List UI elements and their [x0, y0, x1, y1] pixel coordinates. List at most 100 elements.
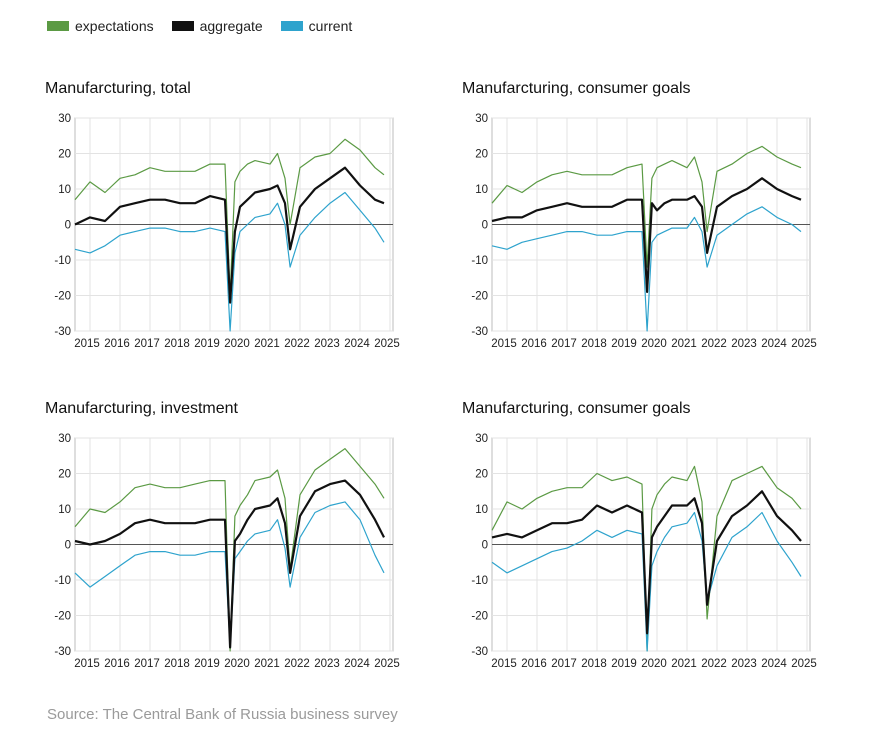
x-tick-label: 2018 — [164, 338, 190, 350]
legend-swatch-current — [280, 21, 303, 31]
y-tick-label: -30 — [54, 646, 71, 658]
x-tick-label: 2016 — [521, 658, 547, 670]
x-tick-label: 2023 — [731, 338, 757, 350]
y-tick-label: -20 — [54, 611, 71, 623]
y-tick-label: -30 — [471, 326, 488, 338]
y-tick-label: 20 — [58, 469, 71, 481]
y-tick-label: 10 — [475, 184, 488, 196]
chart-svg-total: 2015 2016 2017 2018 2019 2020 2021 2022 2023 2024… — [54, 113, 400, 350]
x-tick-label: 2022 — [701, 338, 727, 350]
x-tick-label: 2015 — [491, 338, 517, 350]
x-tick-label: 2021 — [671, 658, 697, 670]
y-tick-label: 0 — [482, 540, 488, 552]
y-tick-label: 0 — [482, 220, 488, 232]
x-tick-label: 2023 — [314, 658, 340, 670]
x-tick-label: 2024 — [761, 338, 787, 350]
legend-label-current: current — [308, 18, 353, 34]
y-tick-label: 20 — [475, 469, 488, 481]
y-tick-label: 0 — [65, 540, 71, 552]
legend-swatch-aggregate — [171, 21, 194, 31]
series-line-expectations — [74, 138, 385, 297]
y-tick-label: 10 — [475, 504, 488, 516]
legend-label-aggregate: aggregate — [199, 18, 263, 34]
x-tick-label: 2016 — [521, 338, 547, 350]
series-line-current — [491, 206, 802, 332]
series-line-expectations — [491, 145, 802, 268]
x-tick-label: 2016 — [104, 338, 130, 350]
y-tick-label: 10 — [58, 504, 71, 516]
x-tick-label: 2022 — [701, 658, 727, 670]
series-line-expectations — [74, 448, 385, 652]
x-tick-label: 2023 — [314, 338, 340, 350]
legend-item-current: current — [280, 18, 353, 34]
x-tick-label: 2022 — [284, 338, 310, 350]
x-tick-label: 2022 — [284, 658, 310, 670]
x-tick-label: 2017 — [134, 658, 160, 670]
y-tick-label: 0 — [65, 220, 71, 232]
x-tick-label: 2021 — [671, 338, 697, 350]
x-tick-label: 2019 — [611, 338, 637, 350]
x-tick-label: 2017 — [551, 338, 577, 350]
y-tick-label: -10 — [471, 575, 488, 587]
y-tick-label: -20 — [471, 291, 488, 303]
x-tick-label: 2019 — [194, 658, 220, 670]
x-tick-label: 2024 — [344, 338, 370, 350]
x-tick-label: 2018 — [581, 658, 607, 670]
y-tick-label: -30 — [471, 646, 488, 658]
y-tick-label: -10 — [54, 575, 71, 587]
series-line-current — [74, 501, 385, 648]
y-tick-label: -20 — [471, 611, 488, 623]
x-tick-label: 2025 — [791, 338, 817, 350]
chart-svg-investment: 2015 2016 2017 2018 2019 2020 2021 2022 2023 2024… — [54, 433, 400, 670]
source-note: Source: The Central Bank of Russia busin… — [47, 706, 398, 723]
x-tick-label: 2024 — [761, 658, 787, 670]
x-tick-label: 2016 — [104, 658, 130, 670]
legend-label-expectations: expectations — [75, 18, 154, 34]
y-tick-label: -10 — [54, 255, 71, 267]
x-tick-label: 2018 — [581, 338, 607, 350]
y-tick-label: 30 — [475, 113, 488, 125]
x-tick-label: 2019 — [611, 658, 637, 670]
y-tick-label: 30 — [58, 113, 71, 125]
series-line-aggregate — [74, 479, 385, 649]
x-tick-label: 2020 — [641, 658, 667, 670]
series-line-current — [491, 511, 802, 652]
chart-title: Manufarcturing, investment — [45, 400, 238, 417]
y-tick-label: 30 — [475, 433, 488, 445]
y-tick-label: -10 — [471, 255, 488, 267]
x-tick-label: 2025 — [791, 658, 817, 670]
chart-title: Manufarcturing, consumer goals — [462, 400, 691, 417]
series-line-aggregate — [74, 166, 385, 304]
legend-item-aggregate: aggregate — [171, 18, 263, 34]
x-tick-label: 2020 — [641, 338, 667, 350]
x-tick-label: 2024 — [344, 658, 370, 670]
series-line-current — [74, 191, 385, 332]
series-line-aggregate — [491, 177, 802, 293]
y-tick-label: 10 — [58, 184, 71, 196]
legend-item-expectations: expectations — [47, 18, 154, 34]
chart-svg-consumer-goals-1: 2015 2016 2017 2018 2019 2020 2021 2022 2023 2024… — [471, 113, 817, 350]
series-line-expectations — [491, 465, 802, 652]
legend-swatch-expectations — [47, 21, 69, 31]
chart-legend: expectations aggregate current — [47, 18, 352, 34]
y-tick-label: 20 — [58, 149, 71, 161]
chart-svg-consumer-goals-2: 2015 2016 2017 2018 2019 2020 2021 2022 2023 2024… — [471, 433, 817, 670]
x-tick-label: 2025 — [374, 338, 400, 350]
x-tick-label: 2020 — [224, 658, 250, 670]
y-tick-label: -30 — [54, 326, 71, 338]
x-tick-label: 2019 — [194, 338, 220, 350]
x-tick-label: 2021 — [254, 338, 280, 350]
x-tick-label: 2017 — [134, 338, 160, 350]
x-tick-label: 2023 — [731, 658, 757, 670]
chart-title: Manufarcturing, consumer goals — [462, 80, 691, 97]
x-tick-label: 2018 — [164, 658, 190, 670]
series-line-aggregate — [491, 490, 802, 635]
y-tick-label: 20 — [475, 149, 488, 161]
x-tick-label: 2017 — [551, 658, 577, 670]
x-tick-label: 2021 — [254, 658, 280, 670]
chart-title: Manufarcturing, total — [45, 80, 191, 97]
y-tick-label: 30 — [58, 433, 71, 445]
x-tick-label: 2025 — [374, 658, 400, 670]
y-tick-label: -20 — [54, 291, 71, 303]
x-tick-label: 2020 — [224, 338, 250, 350]
